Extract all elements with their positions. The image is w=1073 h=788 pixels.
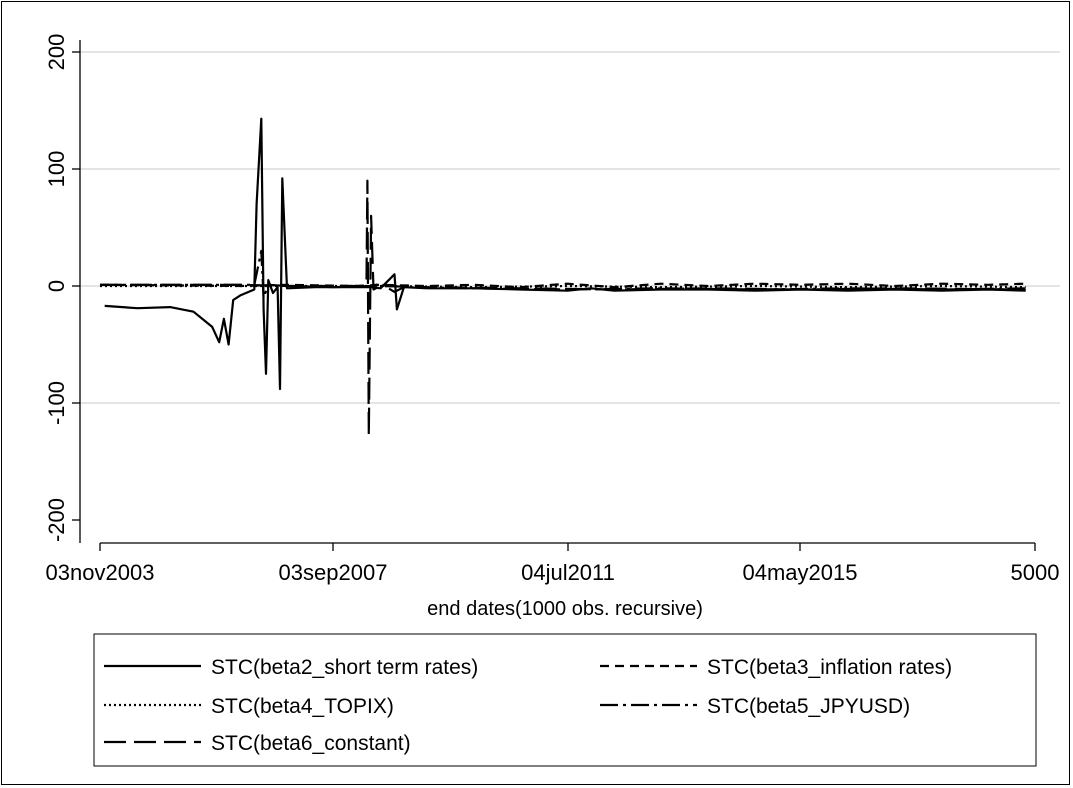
series-line-solid xyxy=(104,117,1026,391)
legend-label: STC(beta5_JPYUSD) xyxy=(707,695,910,718)
series-line-dashdot xyxy=(100,249,1026,299)
x-tick-label: 04jul2011 xyxy=(521,560,615,585)
series-layer xyxy=(99,117,1026,437)
legend-label: STC(beta3_inflation rates) xyxy=(707,656,952,679)
y-tick-label: -100 xyxy=(44,381,69,425)
gridlines xyxy=(80,51,1060,404)
series-line-longdash xyxy=(100,179,1026,437)
y-tick-label: -200 xyxy=(44,498,69,542)
legend-label: STC(beta4_TOPIX) xyxy=(211,695,394,718)
legend-box xyxy=(93,633,1037,767)
axes: -200 -100 0 100 200 03nov2003 03sep2007 04jul20… xyxy=(44,34,1059,585)
x-tick-label: 5000 xyxy=(1011,560,1060,585)
legend: STC(beta2_short term rates) STC(beta3_inf… xyxy=(93,633,1037,767)
y-tick-label: 0 xyxy=(44,280,69,292)
x-tick-label: 04may2015 xyxy=(743,560,858,585)
x-tick-label: 03nov2003 xyxy=(46,560,155,585)
y-tick-label: 100 xyxy=(44,151,69,188)
x-tick-label: 03sep2007 xyxy=(279,560,388,585)
legend-label: STC(beta2_short term rates) xyxy=(211,656,478,679)
x-axis-label: end dates(1000 obs. recursive) xyxy=(427,598,703,620)
y-tick-label: 200 xyxy=(44,34,69,71)
legend-label: STC(beta6_constant) xyxy=(211,732,411,755)
